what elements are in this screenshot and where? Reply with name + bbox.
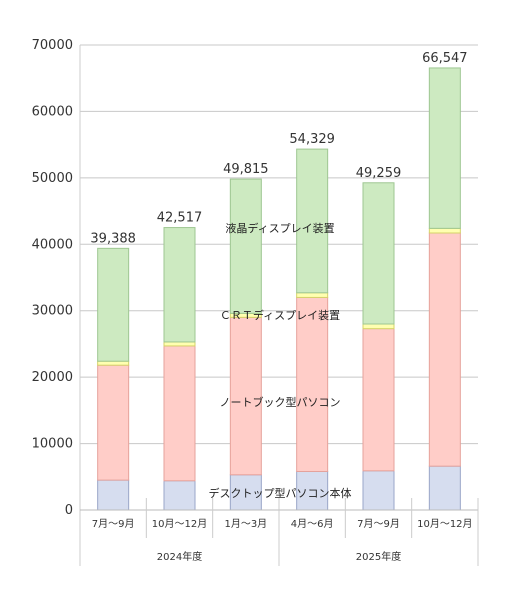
y-tick-label: 50000 [32, 171, 73, 186]
bar-segment [296, 292, 329, 298]
bar-segment [163, 480, 196, 511]
bar-segment [428, 232, 461, 467]
bar-segment [163, 345, 196, 482]
bar-segment [362, 470, 395, 511]
gridlines [80, 44, 478, 445]
bar-segment [97, 247, 130, 362]
bar-segment [229, 316, 262, 476]
y-tick-label: 0 [65, 503, 73, 518]
bar-segment [163, 227, 196, 343]
bar-segment [428, 67, 461, 229]
x-tick-label: 10月～12月 [152, 518, 207, 530]
x-tick-label: 7月～9月 [92, 518, 135, 530]
bar-segment [163, 341, 196, 347]
bar-segment [229, 178, 262, 314]
y-tick-label: 40000 [32, 237, 73, 252]
series-label: デスクトップ型パソコン本体 [209, 486, 352, 500]
bar-segment [229, 474, 262, 511]
y-tick-label: 70000 [32, 38, 73, 53]
bar-segment [296, 296, 329, 472]
bars [97, 67, 461, 511]
bar-segment [362, 323, 395, 330]
y-tick-label: 20000 [32, 370, 73, 385]
bar-segment [362, 182, 395, 325]
y-tick-label: 10000 [32, 437, 73, 452]
y-axis: 0 10000 20000 30000 40000 50000 60000 70000 [32, 38, 81, 566]
bar-segment [97, 360, 130, 366]
bar-segment [428, 465, 461, 511]
bar-segment [97, 479, 130, 511]
total-label: 49,259 [356, 166, 402, 181]
series-label: ノートブック型パソコン [220, 395, 341, 409]
series-label: ＣＲＴディスプレイ装置 [220, 308, 340, 322]
y-tick-label: 60000 [32, 104, 73, 119]
x-tick-label: 10月～12月 [417, 518, 472, 530]
year-group-label: 2025年度 [356, 550, 401, 563]
bar-segment [428, 227, 461, 234]
year-group-label: 2024年度 [157, 550, 202, 563]
total-label: 39,388 [90, 231, 136, 246]
total-label: 49,815 [223, 162, 269, 177]
y-tick-label: 30000 [32, 304, 73, 319]
bar-segment [362, 328, 395, 472]
total-labels: 39,388 42,517 49,815 54,329 49,259 66,547 [90, 51, 467, 246]
x-tick-label: 7月～9月 [357, 518, 400, 530]
x-tick-label: 1月～3月 [224, 518, 267, 530]
series-label: 液晶ディスプレイ装置 [225, 221, 334, 235]
x-axis: 7月～9月 10月～12月 1月～3月 4月～6月 7月～9月 10月～12月 2024年度… [80, 498, 479, 566]
total-label: 42,517 [157, 211, 203, 226]
bar-segment [296, 148, 329, 294]
x-tick-label: 4月～6月 [291, 518, 334, 530]
bar-segment [97, 364, 130, 481]
total-label: 66,547 [422, 51, 468, 66]
total-label: 54,329 [289, 132, 335, 147]
